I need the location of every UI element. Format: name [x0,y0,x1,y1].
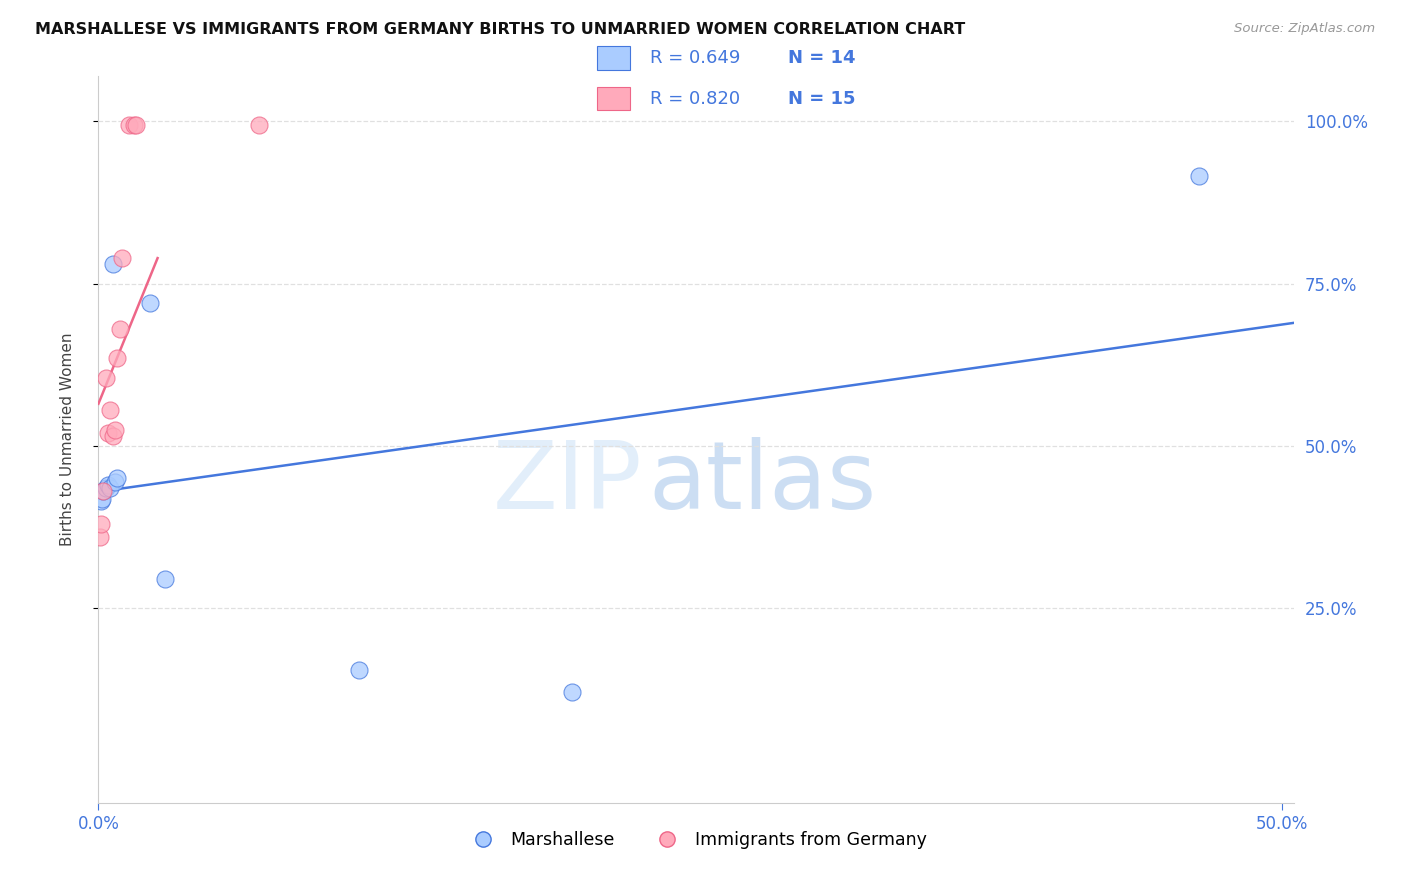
Text: Source: ZipAtlas.com: Source: ZipAtlas.com [1234,22,1375,36]
Point [101,429,124,443]
Point [90,516,112,531]
Point [108,322,131,336]
Point [247,118,270,132]
Point [91,484,114,499]
Text: R = 0.820: R = 0.820 [650,90,740,108]
Point [91,491,114,506]
Point [347,663,370,677]
Point [105,471,128,485]
Point [104,475,127,489]
Point [105,351,128,366]
Point [98,481,121,495]
Text: atlas: atlas [648,437,876,529]
Text: R = 0.649: R = 0.649 [650,49,740,67]
Point [94,370,117,384]
Point [91,484,114,499]
Point [139,296,162,310]
Point [89,530,111,544]
Text: ZIP: ZIP [492,437,643,529]
Point [111,251,134,265]
Point [125,118,148,132]
Point [98,403,121,417]
Bar [596,45,630,70]
Point [118,118,141,132]
Point [101,257,124,271]
Point [90,494,112,508]
Y-axis label: Births to Unmarried Women: Births to Unmarried Women [60,333,75,546]
Point [153,572,176,586]
Point [1188,169,1211,184]
Bar [596,87,630,111]
Text: N = 14: N = 14 [789,49,856,67]
Text: MARSHALLESE VS IMMIGRANTS FROM GERMANY BIRTHS TO UNMARRIED WOMEN CORRELATION CHA: MARSHALLESE VS IMMIGRANTS FROM GERMANY B… [35,22,966,37]
Point [104,423,127,437]
Legend: Marshallese, Immigrants from Germany: Marshallese, Immigrants from Germany [458,824,934,856]
Point [94,481,117,495]
Point [122,118,145,132]
Point [97,425,120,440]
Point [97,477,120,491]
Text: N = 15: N = 15 [789,90,856,108]
Point [561,685,583,699]
